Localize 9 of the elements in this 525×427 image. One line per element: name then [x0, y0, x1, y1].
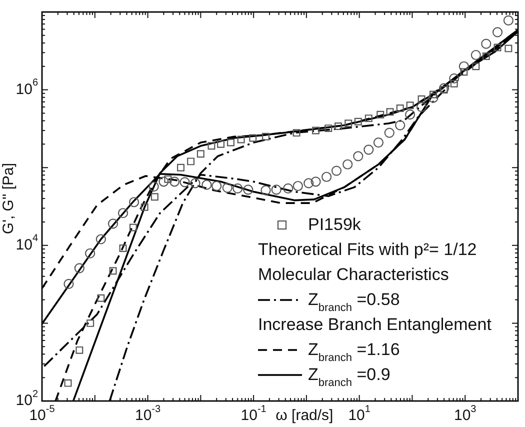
y-axis-title: G', G'' [Pa]: [0, 162, 18, 234]
annotation: Increase Branch Entanglement: [258, 315, 492, 334]
annotation: Theoretical Fits with p²= 1/12: [258, 239, 478, 261]
legend-label: Z$_{branch}$ =0.9: [308, 365, 390, 389]
legend-label: PI159k: [308, 214, 361, 236]
annotation: Molecular Characteristics: [258, 264, 450, 286]
legend-label: Z$_{branch}$ =0.58: [308, 289, 400, 314]
x-axis-title: ω [rad/s]: [276, 407, 334, 424]
legend-label: Z$_{branch}$ =1.16: [308, 339, 400, 364]
